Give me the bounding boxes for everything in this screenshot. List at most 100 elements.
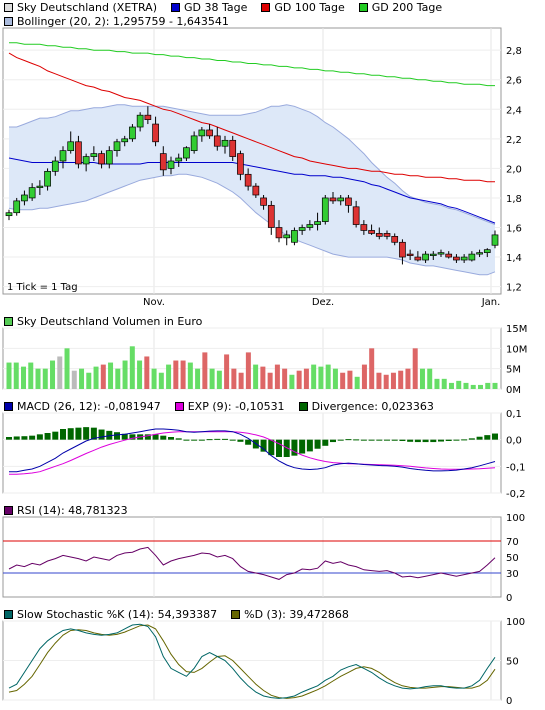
volume-bar [398, 370, 404, 389]
volume-bar [492, 382, 498, 389]
price-y-tick: 2,8 [506, 46, 522, 57]
candle-body [345, 197, 352, 206]
divergence-bar [52, 431, 59, 440]
divergence-bar [129, 434, 136, 440]
candle-body [275, 227, 283, 239]
divergence-bar [183, 439, 190, 441]
stoch-legend: Slow Stochastic %K (14): 54,393387 %D (3)… [4, 607, 363, 621]
macd-y-tick: -0,2 [506, 489, 526, 500]
candle-body [468, 253, 476, 261]
divergence-bar [168, 437, 174, 440]
divergence-bar [222, 438, 228, 440]
divergence-bar [476, 436, 483, 440]
divergence-bar [314, 439, 321, 449]
macd-line [9, 428, 496, 473]
bollinger-band [9, 104, 495, 275]
candle-body [437, 252, 445, 255]
stoch-swatch [231, 609, 241, 619]
divergence-bar [430, 439, 437, 443]
divergence-bar [206, 439, 213, 441]
candle-body [190, 135, 198, 152]
volume-bar [100, 364, 106, 389]
volume-y-tick: 5M [506, 365, 521, 376]
bollinger-label: Bollinger (20, 2): 1,295759 - 1,643541 [17, 14, 229, 28]
volume-bar [289, 374, 295, 389]
price-y-tick: 2,6 [506, 76, 522, 87]
volume-bar [245, 352, 251, 389]
candle-body [429, 253, 437, 256]
candle-body [352, 206, 360, 225]
candle-body [229, 139, 237, 157]
volume-bar [332, 368, 338, 389]
divergence-bar [453, 439, 460, 441]
volume-y-tick: 10M [506, 344, 527, 355]
stoch-d-line [8, 624, 496, 699]
volume-bar [93, 366, 99, 389]
price-swatch [4, 2, 13, 12]
candle-body [399, 241, 406, 258]
volume-bar [485, 382, 491, 389]
candle-body [144, 114, 152, 120]
volume-bar [369, 348, 375, 389]
divergence-bar [121, 433, 128, 440]
volume-bar [108, 362, 114, 389]
price-label: GD 38 Tage [184, 0, 248, 14]
divergence-bar [98, 429, 105, 440]
divergence-bar [67, 428, 74, 440]
volume-bar [296, 370, 302, 389]
price-x-label: Dez. [312, 297, 334, 308]
volume-bar [427, 368, 433, 389]
volume-bar [115, 368, 121, 389]
candle-body [252, 185, 260, 196]
price-y-tick: 1,6 [506, 224, 522, 235]
divergence-bar [461, 439, 468, 441]
candle-body [375, 233, 383, 237]
rsi-legend: RSI (14): 48,781323 [4, 503, 128, 517]
candle-body [21, 194, 28, 202]
divergence-bar [414, 439, 421, 443]
rsi-y-tick: 100 [506, 513, 525, 524]
bollinger-swatch [4, 16, 13, 26]
rsi-frame [2, 516, 502, 598]
volume-bar [318, 366, 324, 389]
volume-bar [347, 370, 353, 389]
volume-bar [303, 368, 309, 389]
rsi-y-tick: 0 [506, 593, 512, 604]
candle-body [28, 187, 36, 199]
volume-bar [325, 364, 331, 389]
candle-body [237, 153, 244, 175]
stoch-k-line [8, 623, 496, 699]
volume-bar [238, 372, 244, 389]
tick-note: 1 Tick = 1 Tag [7, 282, 78, 293]
gd38-line [8, 157, 496, 224]
candle-body [391, 236, 399, 243]
price-label: Sky Deutschland (XETRA) [17, 0, 157, 14]
volume-bar [477, 384, 483, 389]
candle-body [90, 153, 98, 157]
divergence-bar [44, 433, 51, 440]
stoch-y-tick: 50 [506, 657, 519, 668]
divergence-bar [160, 435, 167, 440]
price-y-tick: 1,4 [506, 253, 522, 264]
volume-bar [42, 368, 48, 389]
bollinger-upper-line [9, 104, 496, 225]
volume-bar [166, 364, 172, 389]
divergence-bar [368, 439, 375, 441]
divergence-bar [13, 436, 20, 440]
volume-bar [354, 376, 360, 389]
candle-body [36, 185, 44, 188]
volume-bar [187, 362, 193, 389]
volume-bar [35, 368, 41, 389]
divergence-bar [468, 438, 475, 440]
divergence-bar [407, 439, 414, 442]
candle-body [113, 141, 121, 152]
volume-bar [448, 382, 454, 389]
divergence-bar [268, 439, 275, 456]
candle-body [260, 197, 267, 206]
macd-swatch [174, 401, 184, 411]
volume-bar [202, 352, 208, 389]
exp-line [9, 431, 496, 475]
bollinger-legend: Bollinger (20, 2): 1,295759 - 1,643541 [4, 14, 229, 28]
divergence-bar [114, 432, 120, 440]
divergence-bar [299, 439, 306, 454]
